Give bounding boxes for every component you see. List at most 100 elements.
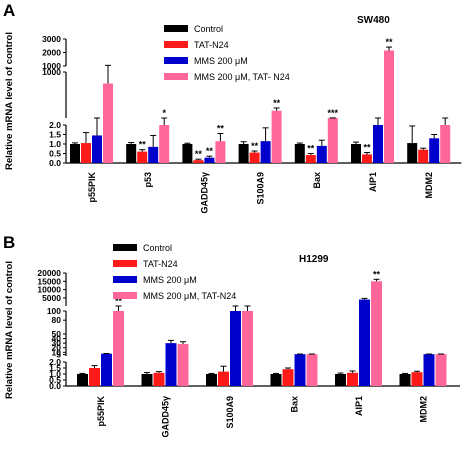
legend-label: TAT-N24 bbox=[143, 259, 178, 269]
bar bbox=[215, 141, 226, 163]
bar bbox=[113, 311, 124, 386]
bar bbox=[271, 110, 282, 163]
bar bbox=[81, 143, 91, 163]
bar bbox=[260, 141, 271, 163]
y-tick-label: 2.0 bbox=[49, 357, 61, 367]
bar bbox=[429, 138, 440, 163]
x-tick-label: S100A9 bbox=[256, 172, 266, 205]
bar bbox=[270, 374, 282, 386]
y-axis-label: Relative mRNA level of control bbox=[4, 32, 15, 170]
x-tick-label: MDM2 bbox=[424, 172, 434, 199]
significance-marker: ** bbox=[115, 296, 123, 306]
significance-marker: ** bbox=[273, 98, 281, 108]
bar bbox=[407, 143, 418, 163]
bar bbox=[399, 374, 411, 386]
legend-swatch bbox=[164, 73, 188, 80]
y-tick-label: 20000 bbox=[37, 268, 61, 278]
significance-marker: * bbox=[162, 108, 166, 118]
bar bbox=[159, 125, 170, 163]
significance-marker: ** bbox=[373, 269, 381, 279]
significance-marker: ** bbox=[206, 146, 214, 156]
y-tick-label: 15000 bbox=[37, 276, 61, 286]
significance-marker: ** bbox=[139, 140, 147, 150]
panel-letter: B bbox=[3, 233, 15, 252]
bar bbox=[126, 144, 137, 163]
bar bbox=[411, 372, 423, 386]
x-tick-label: Bax bbox=[290, 396, 300, 413]
y-tick-label: 10 bbox=[52, 347, 62, 357]
bar bbox=[193, 160, 204, 163]
y-tick-label: 0.0 bbox=[49, 381, 61, 391]
bar bbox=[306, 354, 318, 386]
y-tick-label: 10000 bbox=[37, 285, 61, 295]
legend-label: MMS 200 μM bbox=[194, 56, 248, 66]
bar bbox=[305, 155, 316, 163]
bar bbox=[206, 374, 217, 386]
legend-swatch bbox=[113, 260, 137, 267]
legend-label: Control bbox=[194, 24, 223, 34]
bar bbox=[384, 50, 394, 163]
legend-swatch bbox=[113, 244, 137, 251]
bar bbox=[242, 311, 253, 386]
significance-marker: ** bbox=[363, 143, 371, 153]
x-tick-label: MDM2 bbox=[419, 396, 429, 423]
bar bbox=[440, 125, 451, 163]
y-tick-label: 2.0 bbox=[49, 120, 61, 130]
significance-marker: ** bbox=[251, 141, 259, 151]
significance-marker: *** bbox=[328, 108, 339, 118]
y-tick-label: 40 bbox=[52, 334, 62, 344]
y-tick-label: 0.0 bbox=[49, 158, 61, 168]
bar bbox=[327, 117, 338, 163]
y-tick-label: 50 bbox=[52, 329, 62, 339]
legend-label: TAT-N24 bbox=[194, 40, 229, 50]
y-tick-label: 1000 bbox=[42, 67, 61, 77]
legend-label: MMS 200 μM, TAT- N24 bbox=[194, 72, 290, 82]
x-tick-label: S100A9 bbox=[225, 396, 235, 429]
x-tick-label: AIP1 bbox=[354, 396, 364, 416]
x-tick-label: p55PIK bbox=[96, 396, 106, 427]
bar bbox=[294, 354, 306, 386]
y-tick-label: 1.5 bbox=[49, 363, 61, 373]
bar bbox=[282, 369, 294, 386]
bar bbox=[249, 152, 260, 163]
legend-swatch bbox=[164, 41, 188, 48]
bar bbox=[70, 144, 80, 163]
bar bbox=[153, 372, 165, 386]
legend-swatch bbox=[164, 57, 188, 64]
legend-label: Control bbox=[143, 243, 172, 253]
y-tick-label: 3000 bbox=[42, 34, 61, 44]
bar bbox=[238, 144, 249, 163]
bar bbox=[294, 144, 305, 163]
bar bbox=[435, 354, 447, 386]
y-tick-label: 5000 bbox=[42, 293, 61, 303]
y-tick-label: 1.5 bbox=[49, 130, 61, 140]
y-tick-label: 80 bbox=[52, 315, 62, 325]
bar bbox=[77, 374, 88, 386]
bar bbox=[347, 372, 358, 386]
legend-label: MMS 200 μM bbox=[143, 275, 197, 285]
bar bbox=[371, 281, 382, 386]
bar bbox=[335, 374, 346, 386]
bar bbox=[148, 146, 159, 163]
bar bbox=[103, 83, 113, 163]
x-tick-label: GADD45γ bbox=[161, 396, 171, 438]
significance-marker: ** bbox=[217, 124, 225, 134]
bar bbox=[141, 374, 153, 386]
x-tick-label: GADD45γ bbox=[199, 172, 209, 214]
y-tick-label: 0.5 bbox=[49, 375, 61, 385]
chart-title: SW480 bbox=[357, 15, 390, 26]
bar bbox=[204, 157, 215, 163]
y-tick-label: 5 bbox=[56, 350, 61, 360]
y-tick-label: 1.0 bbox=[49, 139, 61, 149]
legend-label: MMS 200 μM, TAT-N24 bbox=[143, 291, 236, 301]
legend-swatch bbox=[113, 292, 137, 299]
y-tick-label: 100 bbox=[47, 306, 61, 316]
significance-marker: ** bbox=[195, 149, 203, 159]
bar bbox=[137, 151, 148, 163]
x-tick-label: p53 bbox=[143, 172, 153, 188]
y-tick-label: 1.0 bbox=[49, 369, 61, 379]
y-tick-label: 30 bbox=[52, 338, 62, 348]
bar bbox=[359, 299, 370, 386]
bar bbox=[423, 354, 435, 386]
y-tick-label: 0.5 bbox=[49, 149, 61, 159]
